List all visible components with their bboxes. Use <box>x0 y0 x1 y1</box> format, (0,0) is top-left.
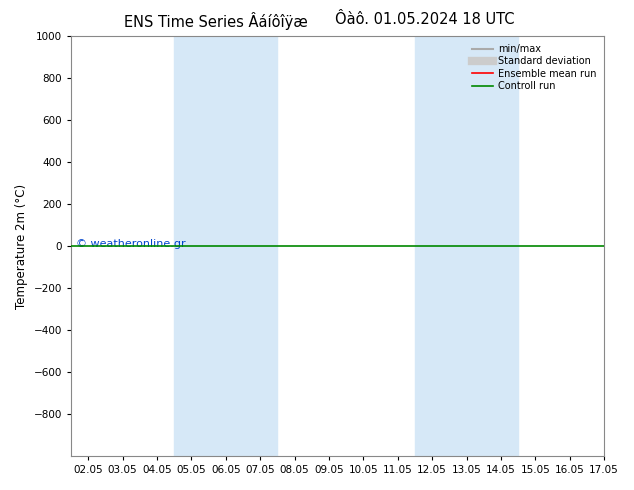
Text: © weatheronline.gr: © weatheronline.gr <box>76 239 186 249</box>
Legend: min/max, Standard deviation, Ensemble mean run, Controll run: min/max, Standard deviation, Ensemble me… <box>469 41 599 94</box>
Text: Ôàô. 01.05.2024 18 UTC: Ôàô. 01.05.2024 18 UTC <box>335 12 515 27</box>
Y-axis label: Temperature 2m (°C): Temperature 2m (°C) <box>15 183 28 309</box>
Bar <box>415 36 518 456</box>
Bar <box>174 36 277 456</box>
Text: ENS Time Series Âáíôîÿæ: ENS Time Series Âáíôîÿæ <box>124 12 307 30</box>
